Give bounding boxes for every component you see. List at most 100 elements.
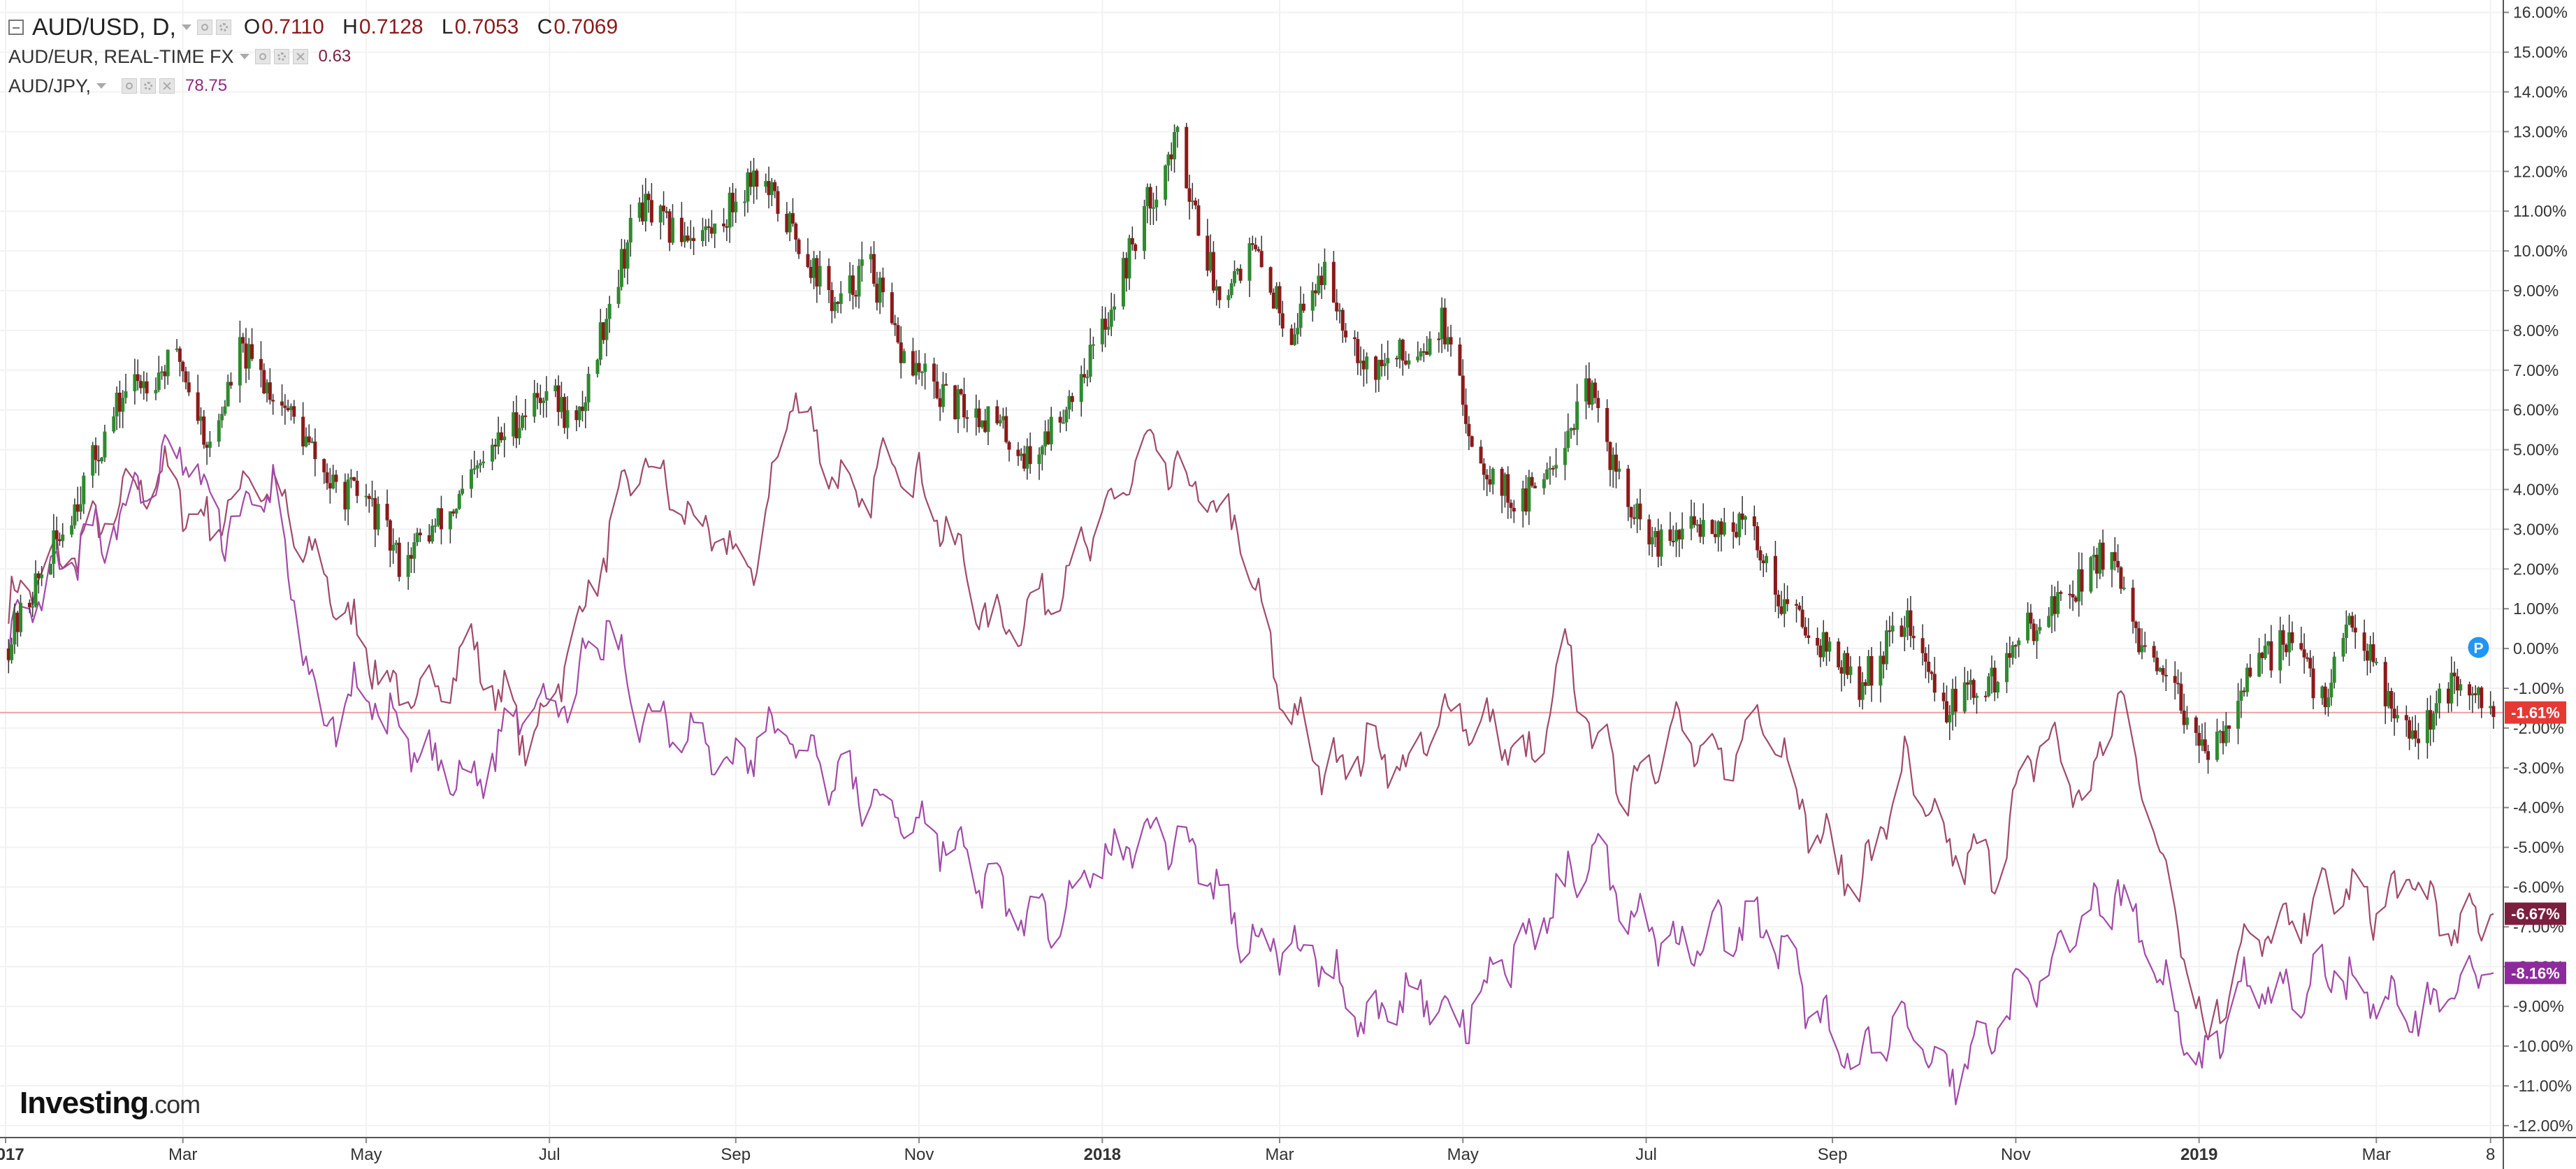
candle-body — [2302, 649, 2306, 658]
candle-body — [598, 322, 602, 360]
chevron-down-icon[interactable] — [239, 54, 249, 59]
candle-body — [1773, 556, 1777, 595]
ohlc-values: O0.7110 H0.7128 L0.7053 C0.7069 — [244, 15, 630, 39]
candle-body — [1863, 682, 1867, 686]
candle-body — [346, 479, 350, 510]
candle-body — [1088, 344, 1092, 377]
candle-body — [827, 266, 831, 291]
candle-body — [57, 539, 61, 542]
y-tick-label: -1.00% — [2513, 679, 2564, 697]
candle-body — [896, 325, 900, 342]
gear-icon[interactable] — [273, 49, 289, 64]
candle-body — [2182, 711, 2186, 725]
candle-body — [1846, 653, 1850, 675]
price-badge — [2505, 961, 2566, 985]
candle-body — [2155, 658, 2159, 671]
candle-body — [259, 358, 263, 370]
candle-body — [1151, 207, 1155, 209]
main-symbol[interactable]: AUD/USD, D, — [32, 13, 176, 41]
candle-body — [73, 504, 77, 525]
candle-body — [1524, 488, 1528, 512]
candle-body — [1927, 661, 1931, 672]
y-tick-label: 12.00% — [2513, 162, 2568, 180]
candle-body — [283, 405, 287, 408]
chevron-down-icon[interactable] — [181, 24, 191, 30]
candle-body — [406, 555, 410, 577]
candle-body — [1085, 377, 1090, 379]
y-tick-label: -5.00% — [2513, 838, 2564, 857]
candle-body — [670, 217, 674, 243]
candle-body — [812, 258, 816, 278]
investing-logo[interactable]: Investing.com — [20, 1086, 201, 1121]
candle-body — [133, 374, 137, 391]
price-badge-label: -8.16% — [2511, 964, 2560, 982]
y-tick-label: 4.00% — [2513, 481, 2559, 499]
chevron-down-icon[interactable] — [96, 83, 107, 89]
candle-body — [6, 648, 10, 660]
candle-body — [313, 441, 317, 460]
y-tick-label: -3.00% — [2513, 759, 2564, 777]
candle-body — [2047, 616, 2051, 627]
candle-body — [100, 457, 104, 462]
candle-body — [911, 351, 915, 376]
candle-body — [1464, 405, 1468, 424]
candle-body — [1969, 680, 1973, 685]
candle-body — [1527, 477, 1531, 512]
gear-icon[interactable] — [215, 20, 231, 35]
candle-body — [914, 363, 918, 376]
candle-body — [818, 266, 822, 287]
candle-body — [2143, 645, 2147, 647]
candle-body — [2308, 658, 2313, 669]
eye-icon[interactable] — [196, 20, 212, 35]
candle-body — [2050, 596, 2054, 616]
candle-body — [565, 410, 570, 428]
candle-body — [36, 573, 41, 579]
candle-body — [1983, 695, 1988, 697]
candle-body — [2431, 713, 2436, 730]
candle-body — [1124, 258, 1129, 279]
candle-body — [325, 472, 329, 484]
candle-body — [1164, 165, 1168, 200]
gear-icon[interactable] — [140, 78, 157, 94]
candle-body — [265, 382, 269, 393]
candle-body — [202, 416, 206, 445]
candle-body — [1278, 286, 1282, 314]
candle-body — [2068, 593, 2072, 595]
candle-body — [376, 503, 380, 530]
candle-body — [2347, 616, 2352, 625]
candle-body — [1173, 131, 1177, 159]
candle-body — [238, 337, 242, 386]
candle-body — [2362, 632, 2366, 651]
candle-body — [1701, 520, 1705, 537]
candle-body — [836, 302, 840, 304]
candle-body — [2239, 690, 2243, 701]
eye-icon[interactable] — [254, 49, 270, 64]
collapse-icon[interactable] — [8, 20, 24, 35]
marker-circle[interactable] — [2468, 637, 2489, 658]
candle-body — [115, 392, 119, 416]
candle-body — [2287, 632, 2292, 653]
close-icon[interactable] — [292, 49, 308, 64]
close-icon[interactable] — [159, 78, 175, 94]
aud-jpy-symbol[interactable]: AUD/JPY, — [8, 75, 92, 96]
candle-body — [2094, 554, 2099, 574]
event-marker[interactable]: P — [2468, 637, 2489, 658]
candle-body — [830, 290, 834, 312]
logo-name: Investing — [20, 1086, 149, 1120]
candle-body — [686, 235, 690, 241]
candle-body — [1638, 503, 1642, 520]
candle-body — [409, 555, 413, 559]
candle-body — [1765, 556, 1769, 564]
y-tick-label: -9.00% — [2513, 997, 2564, 1015]
eye-icon[interactable] — [122, 78, 138, 94]
candle-body — [2013, 645, 2018, 647]
candle-body — [1344, 331, 1348, 337]
candle-body — [1395, 358, 1399, 360]
candle-body — [1001, 416, 1005, 421]
candle-body — [2374, 662, 2378, 664]
aud-eur-series — [8, 392, 2494, 1041]
marker-label[interactable]: P — [2473, 641, 2483, 657]
candle-body — [1289, 328, 1294, 345]
aud-eur-symbol[interactable]: AUD/EUR, REAL-TIME FX — [8, 45, 234, 67]
